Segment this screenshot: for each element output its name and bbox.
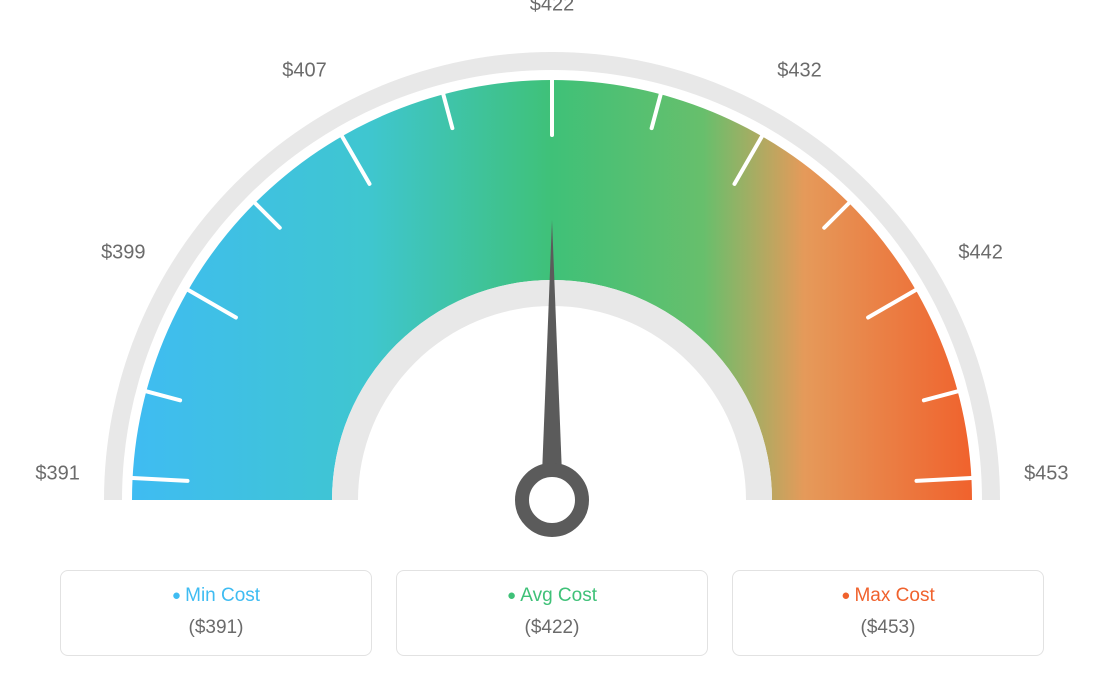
gauge-tick-label: $399 <box>101 241 146 264</box>
gauge-tick-label: $432 <box>777 60 822 83</box>
gauge-tick-label: $407 <box>282 60 327 83</box>
gauge-svg <box>0 0 1104 560</box>
legend-card-max: Max Cost ($453) <box>732 570 1044 656</box>
legend-value-avg: ($422) <box>397 617 707 639</box>
legend-title-max: Max Cost <box>733 585 1043 607</box>
gauge-tick-label: $422 <box>530 0 575 17</box>
legend-row: Min Cost ($391) Avg Cost ($422) Max Cost… <box>0 570 1104 656</box>
legend-title-min: Min Cost <box>61 585 371 607</box>
legend-value-min: ($391) <box>61 617 371 639</box>
gauge-chart: $391 $399 $407 $422 $432 $442 $453 <box>0 0 1104 560</box>
gauge-tick-label: $453 <box>1024 463 1069 486</box>
gauge-tick-label: $391 <box>35 463 80 486</box>
legend-card-min: Min Cost ($391) <box>60 570 372 656</box>
legend-value-max: ($453) <box>733 617 1043 639</box>
legend-card-avg: Avg Cost ($422) <box>396 570 708 656</box>
legend-title-avg: Avg Cost <box>397 585 707 607</box>
gauge-tick-label: $442 <box>958 241 1003 264</box>
